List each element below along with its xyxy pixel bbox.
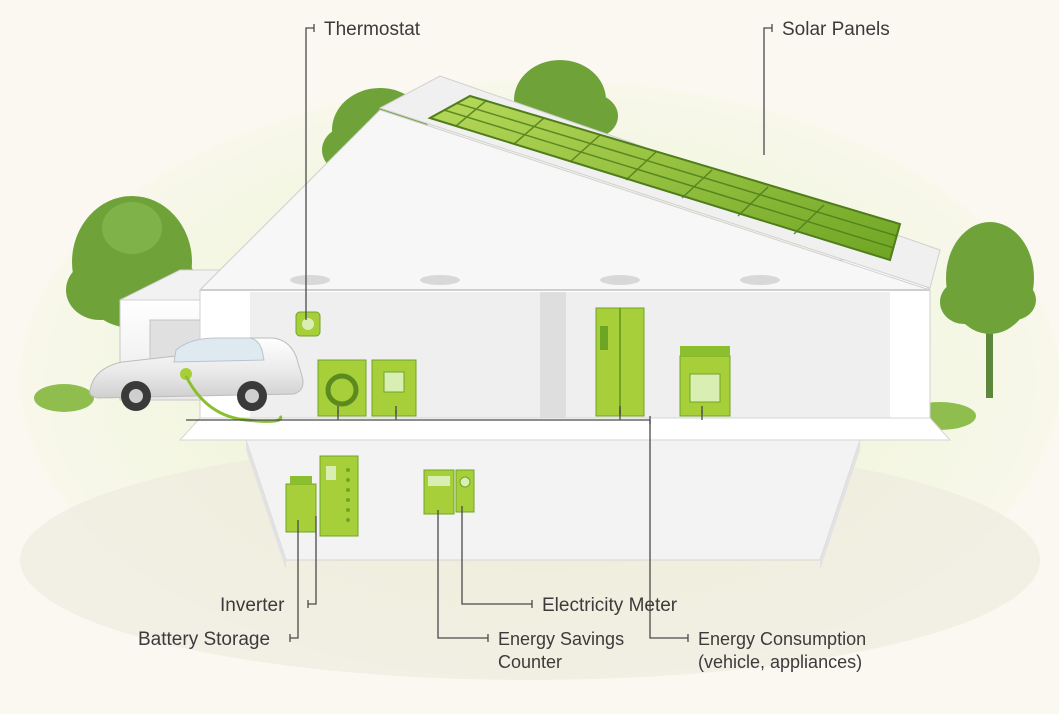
fridge [596, 308, 644, 416]
inverter-device [320, 456, 358, 536]
thermostat-device [296, 312, 320, 336]
floor-slab [180, 418, 950, 440]
label-energy-savings-counter: Energy Savings Counter [498, 628, 624, 673]
label-battery-storage: Battery Storage [138, 628, 270, 652]
energy-savings-counter-device [424, 470, 454, 514]
electricity-meter-device [456, 470, 474, 512]
stove [680, 346, 730, 416]
dryer [372, 360, 416, 416]
diagram-stage: Thermostat Solar Panels Inverter Battery… [0, 0, 1059, 714]
bush-1 [34, 384, 94, 412]
house-energy-diagram [0, 0, 1059, 714]
washer [318, 360, 366, 416]
battery-storage-device [286, 476, 316, 532]
partition-wall [540, 292, 566, 418]
label-electricity-meter: Electricity Meter [542, 594, 677, 618]
label-inverter: Inverter [220, 594, 284, 618]
label-solar-panels: Solar Panels [782, 18, 890, 42]
label-energy-consumption: Energy Consumption (vehicle, appliances) [698, 628, 866, 673]
label-thermostat: Thermostat [324, 18, 420, 42]
